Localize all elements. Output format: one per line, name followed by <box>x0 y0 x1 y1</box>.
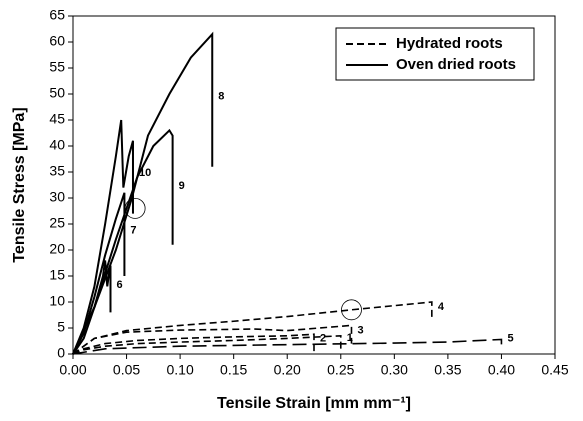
series-label: 2 <box>320 333 326 345</box>
series-line <box>72 338 503 355</box>
y-tick-label: 5 <box>57 319 65 335</box>
x-tick-label: 0.20 <box>274 362 301 378</box>
series-line <box>72 192 126 355</box>
x-tick-label: 0.15 <box>220 362 247 378</box>
series-label: 7 <box>130 224 136 236</box>
series-label: 4 <box>438 301 445 313</box>
x-tick-label: 0.30 <box>381 362 408 378</box>
y-tick-label: 55 <box>49 59 65 75</box>
y-tick-label: 10 <box>49 293 65 309</box>
legend-box <box>335 27 535 81</box>
series-label: 9 <box>179 180 185 192</box>
plot-frame <box>72 15 556 355</box>
series-line <box>72 119 134 355</box>
y-tick-label: 60 <box>49 33 65 49</box>
y-tick-label: 15 <box>49 267 65 283</box>
x-tick-label: 0.10 <box>166 362 193 378</box>
highlight-circle <box>341 299 362 321</box>
x-tick-label: 0.00 <box>59 362 86 378</box>
x-tick-label: 0.45 <box>541 362 568 378</box>
y-tick-label: 65 <box>49 7 65 23</box>
legend-label: Hydrated roots <box>396 35 503 52</box>
y-tick-label: 0 <box>57 345 65 361</box>
y-tick-label: 50 <box>49 85 65 101</box>
legend-label: Oven dried roots <box>396 56 516 73</box>
series-label: 6 <box>116 279 122 291</box>
series-label: 5 <box>507 333 513 345</box>
y-tick-label: 25 <box>49 215 65 231</box>
series-label: 3 <box>357 324 363 336</box>
series-line <box>72 324 353 355</box>
x-tick-label: 0.05 <box>113 362 140 378</box>
series-line <box>72 31 214 355</box>
y-tick-label: 20 <box>49 241 65 257</box>
y-axis-title: Tensile Stress [MPa] <box>11 107 28 262</box>
y-tick-label: 35 <box>49 163 65 179</box>
y-tick-label: 40 <box>49 137 65 153</box>
x-tick-label: 0.25 <box>327 362 354 378</box>
series-label: 8 <box>218 90 224 102</box>
y-tick-label: 30 <box>49 189 65 205</box>
series-line <box>72 333 315 355</box>
highlight-circle <box>124 197 146 219</box>
series-line <box>72 128 174 355</box>
series-line <box>72 301 433 355</box>
x-tick-label: 0.40 <box>488 362 515 378</box>
series-label: 1 <box>347 332 353 344</box>
x-tick-label: 0.35 <box>434 362 461 378</box>
series-label: 10 <box>139 167 151 179</box>
x-axis-title: Tensile Strain [mm mm⁻¹] <box>217 395 411 412</box>
y-tick-label: 45 <box>49 111 65 127</box>
